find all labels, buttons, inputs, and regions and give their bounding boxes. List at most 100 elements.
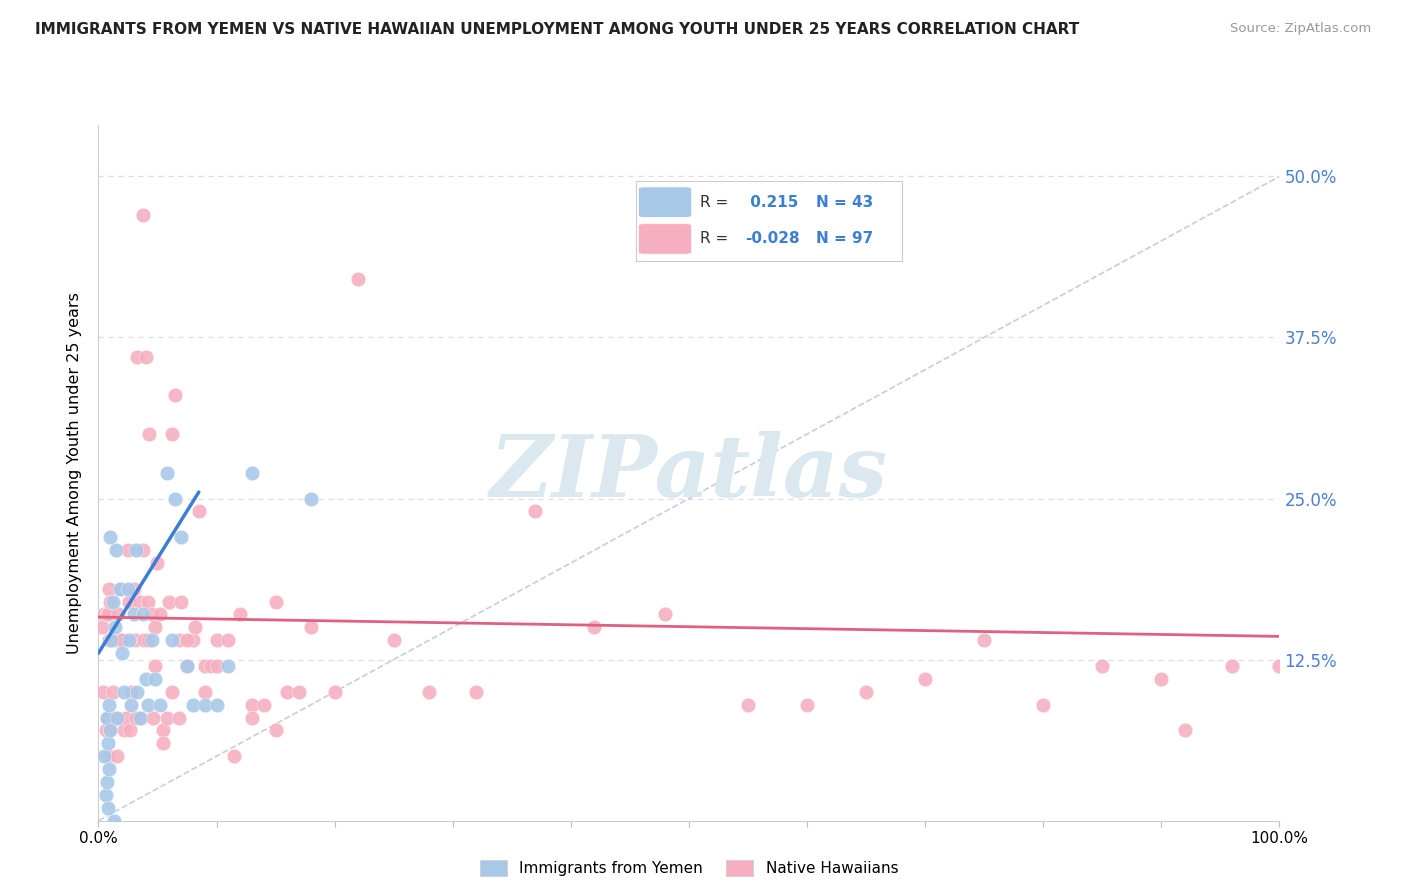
Point: [122, 582, 145, 596]
Point: [125, 543, 148, 558]
Point: [98, 582, 121, 596]
Point: [583, 620, 606, 634]
Point: [98, 633, 121, 648]
Point: [129, 710, 152, 724]
Point: [224, 749, 246, 764]
Point: [97, 749, 120, 764]
Point: [124, 633, 146, 648]
Point: [152, 723, 174, 738]
Point: [205, 633, 228, 648]
Point: [264, 594, 287, 608]
Point: [160, 427, 183, 442]
Text: IMMIGRANTS FROM YEMEN VS NATIVE HAWAIIAN UNEMPLOYMENT AMONG YOUTH UNDER 25 YEARS: IMMIGRANTS FROM YEMEN VS NATIVE HAWAIIAN…: [35, 22, 1080, 37]
Point: [176, 659, 198, 673]
Point: [141, 633, 163, 648]
Point: [96, 607, 118, 622]
Point: [93, 749, 115, 764]
Point: [94, 788, 117, 802]
Point: [110, 582, 132, 596]
Point: [187, 504, 209, 518]
Point: [98, 723, 121, 738]
Point: [229, 607, 252, 622]
Point: [135, 672, 157, 686]
Point: [135, 350, 157, 364]
Point: [120, 723, 142, 738]
Point: [98, 723, 121, 738]
Point: [167, 710, 190, 724]
Point: [138, 427, 160, 442]
Text: -0.028: -0.028: [745, 231, 800, 246]
Point: [105, 633, 128, 648]
Point: [136, 698, 159, 712]
Point: [205, 659, 228, 673]
Legend: Immigrants from Yemen, Native Hawaiians: Immigrants from Yemen, Native Hawaiians: [474, 855, 904, 882]
Point: [93, 607, 115, 622]
Point: [134, 633, 156, 648]
Point: [112, 685, 135, 699]
Point: [347, 272, 370, 286]
Point: [132, 208, 155, 222]
Point: [176, 659, 198, 673]
Point: [121, 685, 143, 699]
Point: [108, 633, 131, 648]
Point: [143, 659, 166, 673]
Point: [796, 698, 818, 712]
Point: [111, 646, 134, 660]
Point: [205, 698, 228, 712]
Point: [91, 685, 114, 699]
FancyBboxPatch shape: [638, 224, 692, 254]
Point: [104, 710, 127, 724]
Point: [118, 594, 141, 608]
Point: [98, 762, 121, 776]
Point: [654, 607, 676, 622]
Point: [121, 698, 143, 712]
Point: [96, 710, 118, 724]
Point: [181, 633, 204, 648]
Point: [149, 698, 172, 712]
Point: [98, 594, 121, 608]
Point: [160, 633, 183, 648]
Point: [156, 710, 179, 724]
Point: [737, 698, 759, 712]
Point: [117, 543, 139, 558]
Point: [170, 594, 193, 608]
Point: [107, 607, 129, 622]
Point: [96, 775, 118, 789]
Point: [1032, 698, 1054, 712]
Text: R =: R =: [700, 231, 728, 246]
Point: [200, 659, 222, 673]
Point: [156, 466, 179, 480]
Point: [94, 723, 117, 738]
Point: [125, 710, 148, 724]
Point: [118, 633, 141, 648]
Point: [136, 633, 159, 648]
Point: [136, 594, 159, 608]
Text: R =: R =: [700, 194, 728, 210]
Point: [149, 607, 172, 622]
Point: [127, 350, 149, 364]
Point: [111, 633, 134, 648]
Point: [217, 633, 239, 648]
Point: [167, 633, 190, 648]
Point: [127, 685, 149, 699]
Point: [142, 710, 165, 724]
Point: [524, 504, 547, 518]
Point: [108, 582, 131, 596]
Point: [128, 710, 150, 724]
Point: [914, 672, 936, 686]
Point: [132, 607, 155, 622]
Point: [194, 659, 217, 673]
Point: [170, 530, 193, 544]
Point: [276, 685, 298, 699]
Point: [165, 491, 187, 506]
Text: Source: ZipAtlas.com: Source: ZipAtlas.com: [1230, 22, 1371, 36]
Point: [1174, 723, 1197, 738]
Point: [97, 801, 120, 815]
Point: [973, 633, 995, 648]
Point: [101, 685, 124, 699]
Text: N = 97: N = 97: [817, 231, 873, 246]
Point: [100, 633, 122, 648]
Point: [194, 685, 217, 699]
Point: [1091, 659, 1114, 673]
Point: [299, 491, 322, 506]
